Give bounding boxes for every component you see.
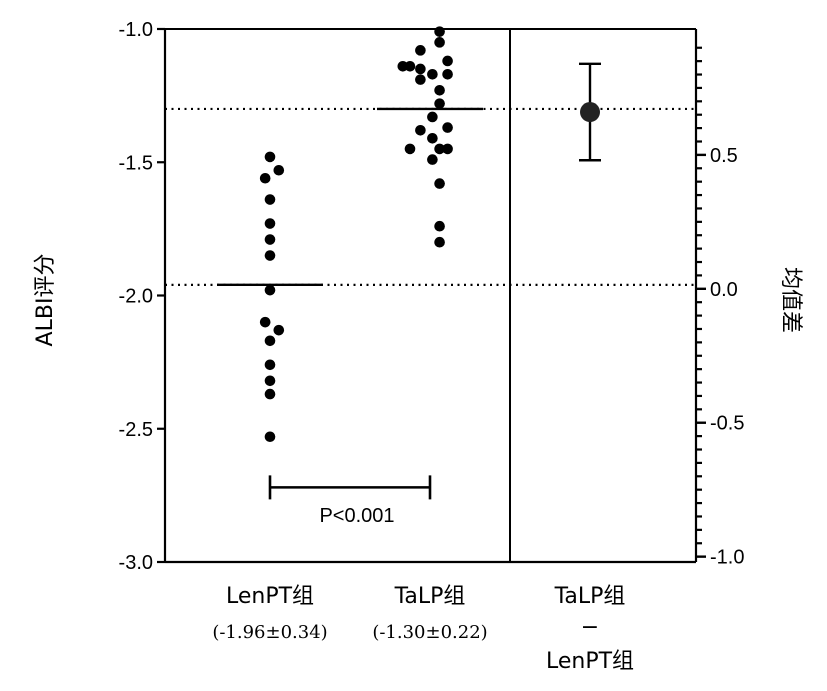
right-tick-label-1: 0.0 bbox=[710, 279, 738, 301]
data-point-group1-7 bbox=[427, 69, 438, 80]
data-point-group0-1 bbox=[259, 172, 271, 184]
data-points bbox=[259, 26, 453, 443]
data-point-group1-15 bbox=[427, 132, 438, 144]
category-label-diff: TaLP组 bbox=[554, 584, 626, 609]
category-sub-lenpt: (-1.96±0.34) bbox=[212, 622, 327, 643]
mean-difference bbox=[579, 62, 601, 162]
left-tick-label-3: -2.5 bbox=[119, 419, 153, 441]
data-point-group0-10 bbox=[264, 335, 276, 347]
data-point-group0-5 bbox=[264, 234, 276, 245]
axis-labels: -1.0 -1.5 -2.0 -2.5 -3.0 0.5 0.0 -0.5 -1.0 bbox=[119, 19, 745, 574]
data-point-group1-8 bbox=[442, 69, 453, 80]
right-tick-label-3: -1.0 bbox=[710, 547, 744, 569]
data-point-group1-2 bbox=[415, 45, 426, 56]
data-point-group1-14 bbox=[415, 124, 426, 136]
right-tick-label-2: -0.5 bbox=[710, 413, 744, 435]
data-point-group0-11 bbox=[264, 359, 276, 371]
data-point-group0-6 bbox=[264, 250, 276, 261]
data-point-group1-13 bbox=[442, 122, 453, 133]
data-point-group0-4 bbox=[264, 218, 276, 229]
data-point-group1-1 bbox=[434, 37, 445, 48]
p-value-label: P<0.001 bbox=[319, 505, 394, 527]
data-point-group1-19 bbox=[427, 154, 438, 165]
data-point-group0-2 bbox=[273, 164, 285, 176]
data-point-group0-3 bbox=[264, 194, 276, 205]
data-point-group0-9 bbox=[273, 324, 285, 336]
category-label-talp: TaLP组 bbox=[394, 584, 466, 609]
left-tick-label-2: -2.0 bbox=[119, 286, 153, 308]
data-point-group1-12 bbox=[427, 111, 438, 123]
category-sub-diff: − bbox=[581, 615, 599, 640]
data-point-group1-3 bbox=[442, 55, 453, 67]
data-point-group1-6 bbox=[415, 63, 426, 75]
left-axis-title: ALBI评分 bbox=[33, 254, 58, 347]
data-point-group1-22 bbox=[434, 236, 445, 248]
data-point-group0-12 bbox=[264, 375, 276, 387]
data-point-group1-10 bbox=[434, 84, 445, 96]
data-point-group1-18 bbox=[442, 143, 453, 155]
group-means bbox=[217, 107, 483, 287]
axis-ticks bbox=[157, 27, 706, 564]
significance-bracket bbox=[268, 475, 432, 500]
data-point-group1-5 bbox=[404, 61, 416, 72]
data-point-group0-7 bbox=[264, 284, 276, 296]
mean-difference-point bbox=[580, 102, 600, 123]
data-point-group0-14 bbox=[264, 431, 276, 443]
left-tick-label-4: -3.0 bbox=[119, 552, 153, 574]
data-point-group1-17 bbox=[434, 143, 445, 155]
category-sub-talp: (-1.30±0.22) bbox=[372, 622, 487, 643]
data-point-group1-16 bbox=[404, 143, 416, 155]
data-point-group1-11 bbox=[434, 98, 445, 109]
reference-lines bbox=[165, 107, 696, 286]
right-tick-label-0: 0.5 bbox=[710, 145, 738, 167]
left-tick-label-0: -1.0 bbox=[119, 19, 153, 41]
data-point-group0-13 bbox=[264, 388, 276, 400]
left-tick-label-1: -1.5 bbox=[119, 152, 153, 174]
category-label-lenpt: LenPT组 bbox=[226, 584, 314, 609]
data-point-group0-0 bbox=[264, 151, 276, 163]
category-sub2-diff: LenPT组 bbox=[546, 649, 634, 674]
data-point-group1-0 bbox=[434, 26, 445, 37]
data-point-group0-8 bbox=[259, 316, 271, 328]
data-point-group1-9 bbox=[415, 74, 426, 85]
right-axis-title: 均值差 bbox=[778, 267, 803, 333]
data-point-group1-20 bbox=[434, 178, 445, 189]
data-point-group1-21 bbox=[434, 220, 445, 232]
